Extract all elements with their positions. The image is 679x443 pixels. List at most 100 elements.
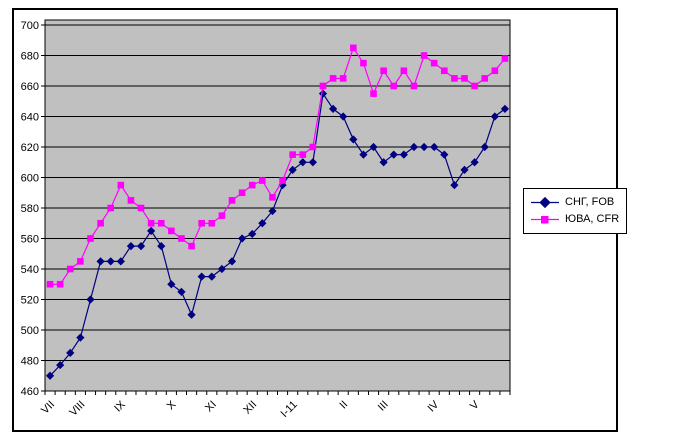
data-point <box>430 59 438 67</box>
data-point <box>400 67 408 75</box>
data-point <box>187 310 196 319</box>
data-point <box>198 219 205 227</box>
data-point <box>248 229 257 239</box>
data-point <box>440 150 449 159</box>
y-axis-label: 560 <box>21 234 39 246</box>
legend-label-sng-fob: СНГ, FOB <box>565 196 615 208</box>
data-point <box>56 280 64 288</box>
y-axis-label: 680 <box>21 51 39 63</box>
data-point <box>177 287 186 296</box>
data-point <box>369 142 378 152</box>
data-point <box>370 90 377 97</box>
legend: СНГ, FOB ЮВА, CFR <box>523 188 628 234</box>
data-point <box>77 258 84 265</box>
data-point <box>410 82 418 90</box>
data-point <box>450 181 459 190</box>
y-axis-label: 520 <box>21 295 39 307</box>
data-point <box>409 142 419 152</box>
data-point <box>339 112 348 121</box>
data-point <box>319 82 327 90</box>
data-point <box>329 75 337 82</box>
data-point <box>350 44 357 52</box>
data-point <box>188 242 195 250</box>
data-point <box>66 265 74 273</box>
data-point <box>167 280 176 289</box>
data-point <box>359 150 368 159</box>
data-point <box>470 158 479 167</box>
data-point <box>126 242 136 251</box>
x-axis-label: XI <box>203 399 219 415</box>
data-point <box>349 135 358 144</box>
data-point <box>440 67 448 75</box>
series-line-1 <box>50 46 506 285</box>
data-point <box>258 219 267 228</box>
y-axis-label: 700 <box>21 20 39 32</box>
y-axis-label: 500 <box>21 325 39 337</box>
data-point <box>97 219 104 227</box>
data-point <box>279 177 286 184</box>
data-point <box>96 257 105 266</box>
data-point <box>86 295 95 304</box>
data-point <box>178 235 185 242</box>
data-point <box>197 272 206 281</box>
y-axis-label: 540 <box>21 264 39 276</box>
legend-label-yuva-cfr: ЮВА, CFR <box>565 213 620 225</box>
data-point <box>137 204 145 212</box>
legend-diamond-marker-icon <box>531 197 559 208</box>
data-point <box>461 75 468 82</box>
data-point <box>127 197 135 204</box>
x-axis-label: V <box>468 398 482 412</box>
data-point <box>480 142 489 152</box>
data-point <box>46 280 54 288</box>
data-point <box>168 227 175 235</box>
x-axis-label: III <box>376 399 391 414</box>
x-axis-label: I-11 <box>278 399 299 420</box>
data-point <box>471 82 478 90</box>
legend-item-yuva-cfr: ЮВА, CFR <box>530 211 619 228</box>
data-point <box>491 67 499 75</box>
data-point <box>147 226 156 235</box>
data-point <box>308 158 317 167</box>
data-point <box>339 75 347 82</box>
data-point <box>117 181 125 189</box>
data-point <box>288 165 297 174</box>
x-axis-label: VII <box>39 399 57 417</box>
series-line-0 <box>49 91 506 377</box>
data-point <box>481 75 489 82</box>
data-point <box>66 348 75 357</box>
data-point <box>420 52 428 59</box>
data-point <box>390 82 398 90</box>
chart-frame: 460 480 500 520 540 560 580 600 620 640 660 680 700 V… <box>12 8 618 432</box>
y-axis-label: 480 <box>21 356 39 368</box>
data-point <box>45 371 55 380</box>
data-point <box>298 158 307 167</box>
data-point <box>107 204 115 212</box>
y-axis-label: 600 <box>21 173 39 185</box>
data-point <box>56 360 65 370</box>
data-point <box>218 212 226 219</box>
data-point <box>208 219 216 227</box>
y-axis-label: 620 <box>21 142 39 154</box>
data-point <box>228 197 236 204</box>
data-point <box>106 257 115 266</box>
data-point <box>500 104 510 113</box>
data-point <box>217 264 227 274</box>
data-point <box>379 158 388 167</box>
data-point <box>360 59 367 67</box>
plot-area <box>44 19 511 392</box>
data-point <box>269 194 276 201</box>
data-point <box>399 150 408 159</box>
data-point <box>238 234 247 243</box>
legend-item-sng-fob: СНГ, FOB <box>530 194 619 211</box>
x-axis-label: IV <box>425 398 441 414</box>
data-point <box>76 333 85 342</box>
line-chart-plot: 460 480 500 520 540 560 580 600 620 640 660 680 700 V… <box>21 19 511 420</box>
x-axis-label: X <box>165 398 179 412</box>
data-point <box>136 242 146 251</box>
legend-square-marker-icon <box>531 216 559 224</box>
y-axis-label: 640 <box>21 112 39 124</box>
data-point <box>490 112 499 121</box>
data-point <box>309 143 317 151</box>
data-point <box>227 257 237 266</box>
data-point <box>87 235 94 242</box>
